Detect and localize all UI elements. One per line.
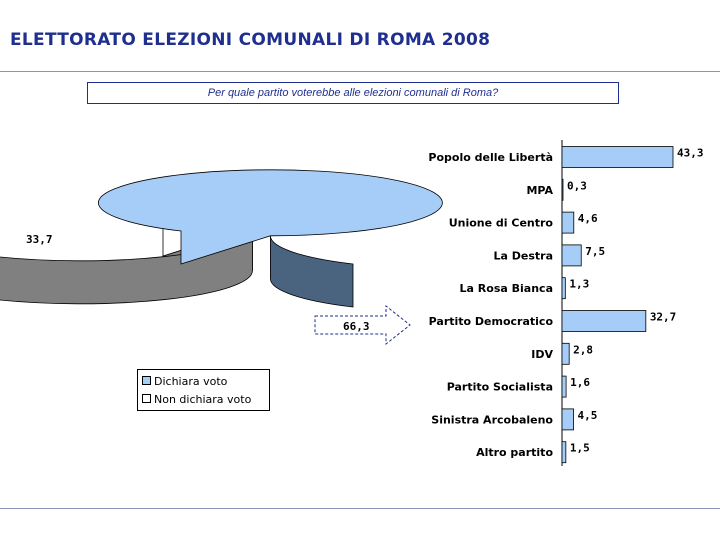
- bar-0: [561, 146, 674, 168]
- bar-category-label-5: Partito Democratico: [429, 315, 554, 328]
- survey-question: Per quale partito voterebbe alle elezion…: [87, 82, 619, 104]
- pie-chart: 66,3 33,7: [0, 169, 443, 333]
- bar-category-label-1: MPA: [526, 184, 553, 197]
- bar-6: [561, 342, 570, 365]
- pie-to-bar-arrow: [314, 304, 411, 346]
- bar-value-label-2: 4,6: [578, 212, 598, 225]
- bar-4: [561, 277, 566, 300]
- bar-chart: Popolo delle Libertà 43,3 MPA 0,3 Unione di …: [428, 140, 704, 466]
- bar-1: [561, 178, 564, 201]
- bar-category-label-3: La Destra: [493, 249, 553, 262]
- bar-5: [561, 310, 647, 332]
- bar-value-label-1: 0,3: [567, 179, 587, 192]
- pie-value-label-non-dichiara: 33,7: [26, 233, 53, 246]
- pie-legend: Dichiara voto Non dichiara voto: [137, 369, 270, 411]
- bar-value-label-4: 1,3: [569, 278, 589, 291]
- bar-category-label-9: Altro partito: [476, 446, 553, 459]
- bar-value-label-0: 43,3: [677, 147, 704, 160]
- bar-category-label-7: Partito Socialista: [447, 381, 553, 394]
- bar-3: [561, 244, 582, 267]
- legend-item-dichiara: Dichiara voto: [142, 373, 269, 391]
- bar-value-label-5: 32,7: [650, 311, 677, 324]
- bar-9: [561, 441, 567, 464]
- bar-value-label-6: 2,8: [573, 343, 593, 356]
- pie-dichiara-rim: [270, 235, 354, 308]
- pie-dichiara-top: [98, 169, 443, 265]
- bar-value-label-3: 7,5: [585, 245, 605, 258]
- bar-category-label-4: La Rosa Bianca: [460, 282, 553, 295]
- page-title: ELETTORATO ELEZIONI COMUNALI DI ROMA 200…: [10, 30, 491, 50]
- legend-label-non-dichiara: Non dichiara voto: [154, 393, 252, 406]
- arrow-shape: [314, 304, 411, 346]
- header-divider: [0, 71, 720, 72]
- bar-7: [561, 375, 567, 398]
- footer-divider: [0, 508, 720, 509]
- legend-item-non-dichiara: Non dichiara voto: [142, 391, 269, 409]
- pie-non-dichiara-rim: [0, 227, 253, 305]
- legend-swatch-non-dichiara: [142, 394, 151, 403]
- bar-8: [561, 408, 574, 431]
- legend-label-dichiara: Dichiara voto: [154, 375, 228, 388]
- legend-swatch-dichiara: [142, 376, 151, 385]
- bar-category-label-0: Popolo delle Libertà: [428, 151, 553, 164]
- bar-2: [561, 211, 575, 234]
- bar-value-label-9: 1,5: [570, 442, 590, 455]
- bar-category-label-2: Unione di Centro: [449, 217, 554, 230]
- bar-value-label-8: 4,5: [578, 409, 598, 422]
- pie-slice-dichiara: [98, 169, 443, 308]
- pie-value-label-dichiara: 66,3: [343, 320, 370, 333]
- bar-category-label-6: IDV: [531, 348, 553, 361]
- bar-category-label-8: Sinistra Arcobaleno: [431, 413, 553, 426]
- bar-value-label-7: 1,6: [570, 376, 590, 389]
